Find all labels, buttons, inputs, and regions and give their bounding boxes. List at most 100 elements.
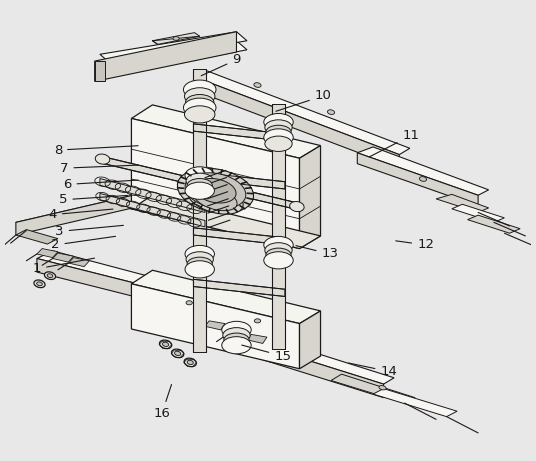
Ellipse shape <box>186 301 192 305</box>
Polygon shape <box>95 41 247 77</box>
Polygon shape <box>95 32 236 82</box>
Ellipse shape <box>34 280 45 288</box>
Polygon shape <box>152 33 200 44</box>
Text: 11: 11 <box>369 129 419 157</box>
Ellipse shape <box>185 173 246 209</box>
Ellipse shape <box>47 274 53 278</box>
Text: 12: 12 <box>396 238 434 251</box>
Polygon shape <box>100 156 300 210</box>
Text: 13: 13 <box>296 246 338 260</box>
Polygon shape <box>358 147 489 195</box>
Ellipse shape <box>183 98 216 117</box>
Ellipse shape <box>175 351 181 355</box>
Ellipse shape <box>379 385 386 390</box>
Polygon shape <box>467 215 520 233</box>
Polygon shape <box>247 334 267 343</box>
Polygon shape <box>193 124 285 141</box>
Ellipse shape <box>185 95 214 110</box>
Ellipse shape <box>194 187 237 211</box>
Polygon shape <box>331 374 415 403</box>
Polygon shape <box>205 321 225 330</box>
Polygon shape <box>436 195 489 213</box>
Text: 8: 8 <box>54 143 138 157</box>
Text: 9: 9 <box>201 53 241 76</box>
Ellipse shape <box>264 129 293 146</box>
Ellipse shape <box>188 183 243 214</box>
Polygon shape <box>373 389 457 417</box>
Polygon shape <box>16 195 147 230</box>
Ellipse shape <box>187 257 212 271</box>
Ellipse shape <box>187 361 193 365</box>
Polygon shape <box>452 204 504 222</box>
Polygon shape <box>193 279 285 296</box>
Polygon shape <box>131 118 300 248</box>
Ellipse shape <box>264 113 293 130</box>
Polygon shape <box>100 178 205 213</box>
Ellipse shape <box>36 282 42 286</box>
Ellipse shape <box>173 37 179 40</box>
Ellipse shape <box>185 182 214 199</box>
Ellipse shape <box>254 83 261 88</box>
Ellipse shape <box>266 248 291 262</box>
Polygon shape <box>193 69 206 353</box>
Ellipse shape <box>264 252 293 269</box>
Text: 1: 1 <box>33 258 94 275</box>
Ellipse shape <box>186 173 213 189</box>
Polygon shape <box>131 284 300 369</box>
Ellipse shape <box>160 340 172 349</box>
Polygon shape <box>189 316 394 384</box>
Polygon shape <box>226 328 246 337</box>
Ellipse shape <box>255 319 260 323</box>
Polygon shape <box>189 323 384 398</box>
Polygon shape <box>300 311 321 369</box>
Polygon shape <box>300 146 321 248</box>
Text: 15: 15 <box>242 345 291 363</box>
Ellipse shape <box>265 120 292 135</box>
Ellipse shape <box>186 252 213 267</box>
Text: 14: 14 <box>348 363 397 378</box>
Ellipse shape <box>172 349 184 358</box>
Text: 7: 7 <box>60 162 138 175</box>
Ellipse shape <box>223 328 250 343</box>
Polygon shape <box>272 104 285 349</box>
Polygon shape <box>358 153 478 206</box>
Ellipse shape <box>44 272 56 279</box>
Ellipse shape <box>183 80 216 99</box>
Ellipse shape <box>184 106 215 123</box>
Polygon shape <box>131 105 321 158</box>
Ellipse shape <box>264 236 293 254</box>
Text: 4: 4 <box>48 208 113 221</box>
Ellipse shape <box>289 201 304 212</box>
Text: 6: 6 <box>63 178 138 191</box>
Polygon shape <box>100 194 205 227</box>
Polygon shape <box>37 248 58 258</box>
Polygon shape <box>195 70 410 154</box>
Ellipse shape <box>327 110 334 114</box>
Ellipse shape <box>95 154 110 164</box>
Ellipse shape <box>185 245 214 263</box>
Polygon shape <box>195 77 399 168</box>
Polygon shape <box>100 32 247 63</box>
Text: 2: 2 <box>51 236 116 251</box>
Ellipse shape <box>265 242 292 258</box>
Ellipse shape <box>195 178 236 203</box>
Ellipse shape <box>265 136 292 151</box>
Polygon shape <box>131 270 321 324</box>
Polygon shape <box>193 172 285 189</box>
Polygon shape <box>193 228 285 245</box>
Polygon shape <box>69 258 90 266</box>
Ellipse shape <box>222 321 251 338</box>
Ellipse shape <box>185 261 214 278</box>
Ellipse shape <box>184 358 196 366</box>
Ellipse shape <box>187 178 212 192</box>
Text: 10: 10 <box>276 89 332 111</box>
Ellipse shape <box>185 167 214 184</box>
Polygon shape <box>53 253 73 262</box>
Ellipse shape <box>224 333 249 347</box>
Polygon shape <box>16 195 137 235</box>
Polygon shape <box>131 195 321 248</box>
Ellipse shape <box>162 342 169 347</box>
Ellipse shape <box>419 177 427 181</box>
Text: 16: 16 <box>153 384 172 420</box>
Text: 5: 5 <box>59 193 128 206</box>
